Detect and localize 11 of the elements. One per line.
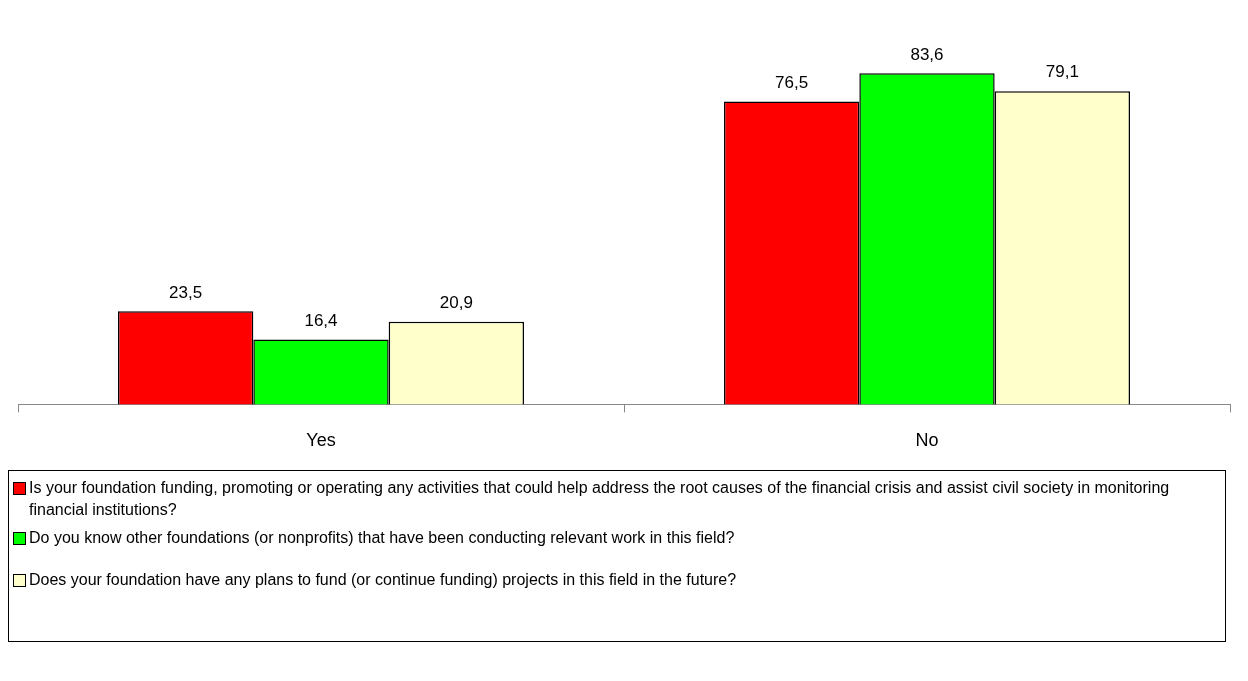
x-tick-label: Yes [306, 430, 336, 451]
data-label: 79,1 [1045, 62, 1079, 82]
data-label: 20,9 [439, 292, 473, 312]
data-label: 16,4 [304, 310, 338, 330]
data-label: 23,5 [169, 282, 203, 302]
data-label: 83,6 [910, 44, 944, 64]
legend-label: Do you know other foundations (or nonprofits) that have been conducting relevant work in this field? [29, 528, 735, 548]
x-tick-label: No [915, 430, 939, 451]
data-label: 76,5 [775, 72, 809, 92]
legend-label: Does your foundation have any plans to fund (or continue funding) projects in this field in the future? [29, 570, 737, 590]
legend-label: Is your foundation funding, promoting or operating any activities that could help address the root causes of the financial crisis and assist civil society in monitoring financial institutions? [29, 478, 1171, 520]
